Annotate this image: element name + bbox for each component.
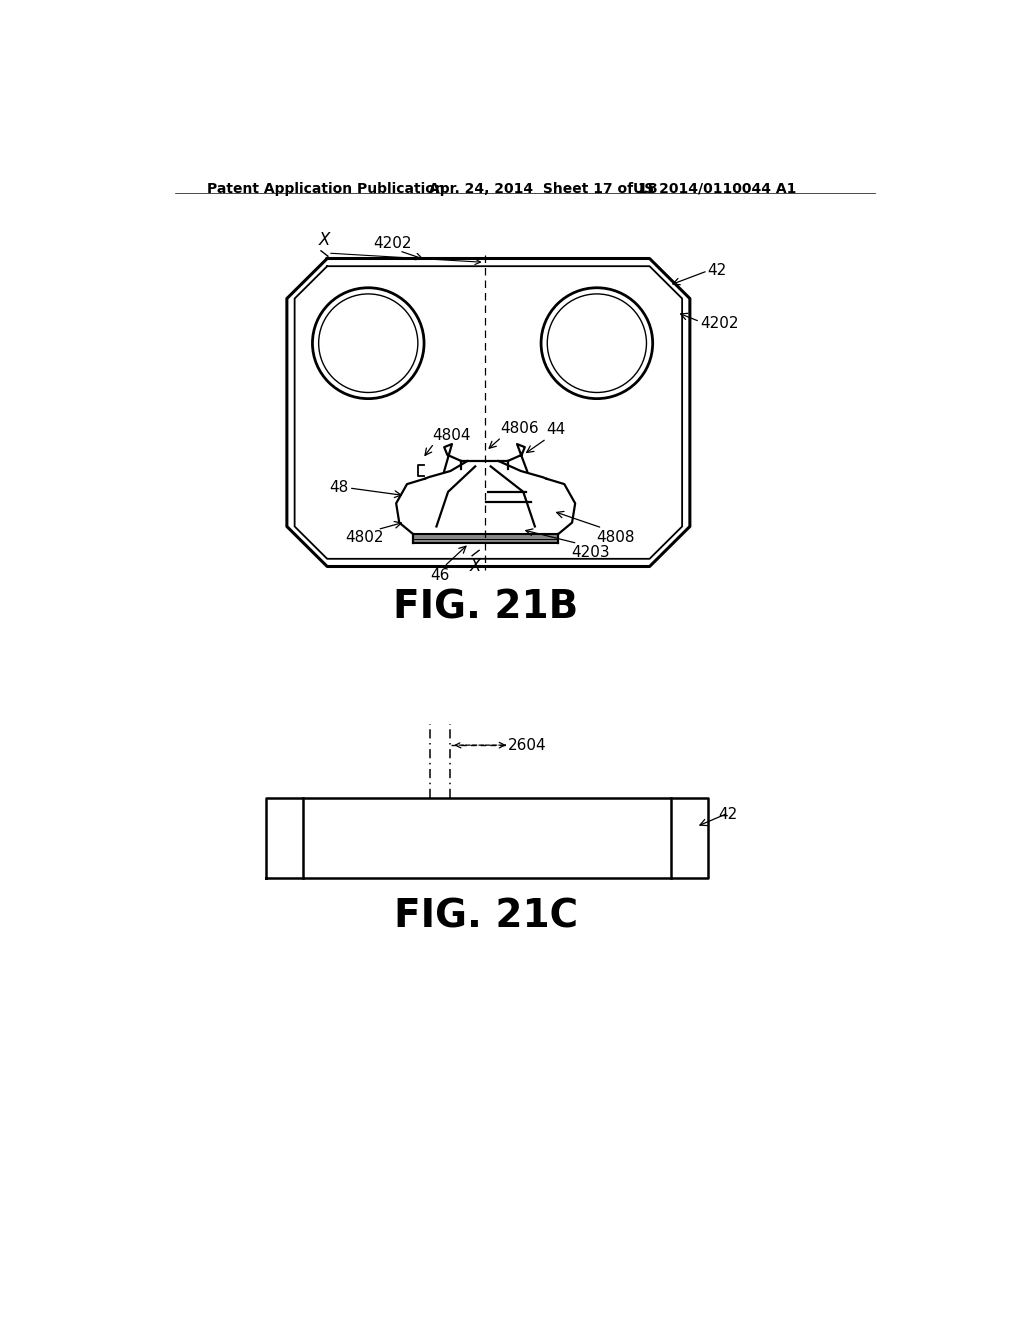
Text: 4808: 4808 bbox=[596, 529, 635, 545]
Text: 42: 42 bbox=[708, 263, 727, 277]
Text: FIG. 21B: FIG. 21B bbox=[393, 589, 579, 626]
Text: X: X bbox=[470, 557, 481, 576]
Text: 46: 46 bbox=[430, 568, 450, 583]
Text: 4802: 4802 bbox=[345, 529, 384, 545]
Text: 2604: 2604 bbox=[508, 738, 547, 752]
Text: 4203: 4203 bbox=[571, 545, 610, 560]
Text: Patent Application Publication: Patent Application Publication bbox=[207, 182, 444, 195]
Text: 44: 44 bbox=[547, 422, 565, 437]
Text: X: X bbox=[318, 231, 330, 249]
Text: 4202: 4202 bbox=[700, 317, 738, 331]
Text: 4806: 4806 bbox=[500, 421, 539, 436]
Text: 4202: 4202 bbox=[373, 236, 412, 251]
Text: Apr. 24, 2014  Sheet 17 of 18: Apr. 24, 2014 Sheet 17 of 18 bbox=[429, 182, 657, 195]
Text: 42: 42 bbox=[719, 807, 738, 822]
Text: 4804: 4804 bbox=[432, 428, 471, 444]
Text: FIG. 21C: FIG. 21C bbox=[394, 898, 579, 936]
Text: 48: 48 bbox=[329, 480, 348, 495]
Text: US 2014/0110044 A1: US 2014/0110044 A1 bbox=[633, 182, 797, 195]
